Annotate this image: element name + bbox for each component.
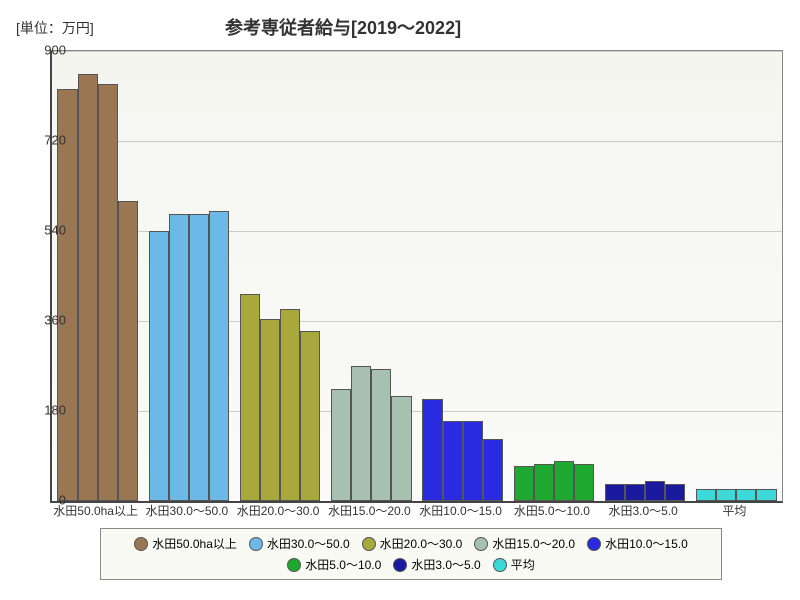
- legend-item: 水田30.0～50.0: [249, 535, 350, 552]
- bar: [534, 464, 554, 502]
- y-tick-label: 900: [44, 43, 66, 58]
- x-tick-label: 水田30.0～50.0: [146, 502, 229, 519]
- legend-swatch-icon: [362, 537, 376, 551]
- bar: [240, 294, 260, 502]
- legend-item: 水田5.0～10.0: [287, 556, 381, 573]
- legend-label: 水田30.0～50.0: [267, 535, 350, 552]
- bar: [149, 231, 169, 501]
- bar: [625, 484, 645, 502]
- bar: [665, 484, 685, 502]
- bar: [280, 309, 300, 502]
- y-axis-unit-label: [単位：万円]: [16, 18, 94, 38]
- chart-container: 参考専従者給与[2019～2022] [単位：万円] 0180360540720…: [0, 0, 800, 600]
- bar: [78, 74, 98, 502]
- bar: [756, 489, 776, 502]
- bar: [57, 89, 77, 502]
- legend-swatch-icon: [587, 537, 601, 551]
- bar: [351, 366, 371, 501]
- bar: [554, 461, 574, 501]
- legend: 水田50.0ha以上 水田30.0～50.0 水田20.0～30.0 水田15.0～2…: [100, 528, 722, 580]
- legend-label: 水田15.0～20.0: [492, 535, 575, 552]
- legend-swatch-icon: [493, 558, 507, 572]
- y-tick-label: 720: [44, 133, 66, 148]
- legend-item: 水田3.0～5.0: [393, 556, 480, 573]
- y-tick-label: 540: [44, 223, 66, 238]
- bar: [483, 439, 503, 502]
- bar: [736, 489, 756, 502]
- bar: [371, 369, 391, 502]
- bar: [169, 214, 189, 502]
- x-tick-label: 水田5.0～10.0: [514, 502, 590, 519]
- legend-swatch-icon: [134, 537, 148, 551]
- y-tick-label: 180: [44, 403, 66, 418]
- bar: [605, 484, 625, 502]
- bar: [98, 84, 118, 502]
- legend-label: 水田5.0～10.0: [305, 556, 381, 573]
- y-tick-label: 360: [44, 313, 66, 328]
- bar: [696, 489, 716, 502]
- x-tick-label: 平均: [722, 502, 746, 519]
- bar: [422, 399, 442, 502]
- gridline: [52, 141, 782, 142]
- legend-swatch-icon: [249, 537, 263, 551]
- legend-label: 水田10.0～15.0: [605, 535, 688, 552]
- legend-item: 平均: [493, 556, 535, 573]
- legend-swatch-icon: [287, 558, 301, 572]
- bar: [514, 466, 534, 501]
- legend-swatch-icon: [393, 558, 407, 572]
- legend-label: 水田20.0～30.0: [380, 535, 463, 552]
- x-tick-label: 水田50.0ha以上: [53, 502, 138, 519]
- legend-label: 平均: [511, 556, 535, 573]
- bar: [574, 464, 594, 502]
- legend-item: 水田20.0～30.0: [362, 535, 463, 552]
- bar: [391, 396, 411, 501]
- bar: [118, 201, 138, 501]
- bar: [443, 421, 463, 501]
- plot-area: [50, 50, 783, 503]
- legend-label: 水田3.0～5.0: [411, 556, 480, 573]
- bar: [716, 489, 736, 502]
- x-tick-label: 水田20.0～30.0: [237, 502, 320, 519]
- x-tick-label: 水田3.0～5.0: [608, 502, 677, 519]
- legend-item: 水田15.0～20.0: [474, 535, 575, 552]
- legend-item: 水田10.0～15.0: [587, 535, 688, 552]
- legend-item: 水田50.0ha以上: [134, 535, 237, 552]
- bar: [209, 211, 229, 501]
- x-tick-label: 水田15.0～20.0: [328, 502, 411, 519]
- legend-swatch-icon: [474, 537, 488, 551]
- x-tick-label: 水田10.0～15.0: [419, 502, 502, 519]
- bar: [645, 481, 665, 501]
- bar: [463, 421, 483, 501]
- bar: [300, 331, 320, 501]
- bar: [189, 214, 209, 502]
- bar: [260, 319, 280, 502]
- bar: [331, 389, 351, 502]
- chart-title: 参考専従者給与[2019～2022]: [225, 14, 461, 40]
- gridline: [52, 51, 782, 52]
- legend-label: 水田50.0ha以上: [152, 535, 237, 552]
